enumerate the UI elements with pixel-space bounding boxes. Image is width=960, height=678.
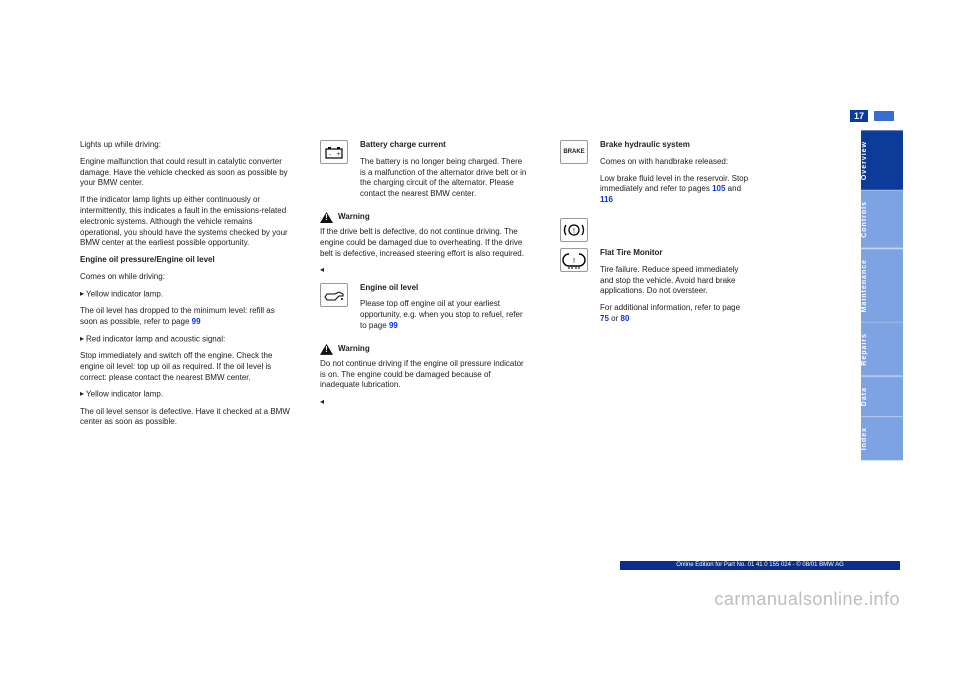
col2-p3: Please top off engine oil at your earlie… (360, 299, 530, 331)
col1-l1-text: Yellow indicator lamp. (86, 289, 163, 298)
content-columns: Lights up while driving: Engine malfunct… (80, 140, 750, 434)
page-number: 17 (850, 110, 868, 122)
col3-p1: Comes on with handbrake released: (600, 157, 750, 168)
col2-p2: If the drive belt is defective, do not c… (320, 227, 530, 259)
svg-text:+: + (337, 152, 341, 158)
tire-pressure-icon: ! (560, 248, 588, 272)
warning-label-1: Warning (320, 212, 530, 223)
col3-p2-text: Low brake fluid level in the reservoir. … (600, 174, 748, 194)
col2-h2: Engine oil level (360, 283, 530, 294)
col1-h1: Engine oil pressure/Engine oil level (80, 255, 290, 266)
col1-p5: The oil level has dropped to the minimum… (80, 306, 290, 328)
column-3: BRAKE Brake hydraulic system Comes on wi… (560, 140, 750, 434)
warning-text-1: Warning (338, 212, 370, 223)
col2-p1: The battery is no longer being charged. … (360, 157, 530, 200)
col1-l2: ▸Red indicator lamp and acoustic signal: (80, 334, 290, 345)
brake-text-icon: BRAKE (560, 140, 588, 164)
tab-index[interactable]: Index (861, 416, 903, 460)
page-link-75[interactable]: 75 (600, 314, 609, 323)
col1-l2-text: Red indicator lamp and acoustic signal: (86, 334, 225, 343)
oil-can-icon (320, 283, 348, 307)
page-link-80[interactable]: 80 (621, 314, 630, 323)
battery-row: -+ Battery charge current The battery is… (320, 140, 530, 206)
col1-p3: If the indicator lamp lights up either c… (80, 195, 290, 249)
warning-icon (320, 212, 333, 223)
col3-h2: Flat Tire Monitor (600, 248, 750, 259)
tab-maintenance[interactable]: Maintenance (861, 248, 903, 322)
page-link-99b[interactable]: 99 (389, 321, 398, 330)
tab-overview[interactable]: Overview (861, 130, 903, 190)
col1-p7: The oil level sensor is defective. Have … (80, 407, 290, 429)
page-header: 17 (850, 110, 894, 122)
page-link-116[interactable]: 116 (600, 195, 613, 204)
tab-controls[interactable]: Controls (861, 190, 903, 248)
svg-text:!: ! (573, 258, 575, 265)
col3-or: or (611, 314, 618, 323)
page-link-99a[interactable]: 99 (192, 317, 201, 326)
oil-row: Engine oil level Please top off engine o… (320, 283, 530, 338)
column-1: Lights up while driving: Engine malfunct… (80, 140, 290, 434)
brake-circle-row: ! (560, 218, 750, 242)
watermark: carmanualsonline.info (714, 589, 900, 610)
footer-bar: Online Edition for Part No. 01 41 0 155 … (620, 561, 900, 570)
tab-data[interactable]: Data (861, 376, 903, 416)
col1-p1: Lights up while driving: (80, 140, 290, 151)
svg-text:!: ! (573, 228, 575, 235)
col3-and: and (728, 184, 741, 193)
tire-row: ! Flat Tire Monitor Tire failure. Reduce… (560, 248, 750, 331)
col3-p2: Low brake fluid level in the reservoir. … (600, 174, 750, 206)
manual-page: 17 Overview Controls Maintenance Repairs… (0, 0, 960, 678)
battery-icon: -+ (320, 140, 348, 164)
page-link-105[interactable]: 105 (712, 184, 725, 193)
warning-text-2: Warning (338, 344, 370, 355)
col3-p3: Tire failure. Reduce speed immediately a… (600, 265, 750, 297)
column-2: -+ Battery charge current The battery is… (320, 140, 530, 434)
col2-p4: Do not continue driving if the engine oi… (320, 359, 530, 391)
col2-p4-end: ◂ (320, 397, 530, 408)
col3-h1: Brake hydraulic system (600, 140, 750, 151)
side-tabs: Overview Controls Maintenance Repairs Da… (861, 130, 903, 461)
tab-repairs[interactable]: Repairs (861, 322, 903, 376)
col1-p4: Comes on while driving: (80, 272, 290, 283)
col1-l1: ▸Yellow indicator lamp. (80, 289, 290, 300)
col2-h1: Battery charge current (360, 140, 530, 151)
brake-row: BRAKE Brake hydraulic system Comes on wi… (560, 140, 750, 212)
col3-p4-text: For additional information, refer to pag… (600, 303, 740, 312)
col1-p2: Engine malfunction that could result in … (80, 157, 290, 189)
col2-p2-end: ◂ (320, 265, 530, 276)
warning-label-2: Warning (320, 344, 530, 355)
col1-l3: ▸Yellow indicator lamp. (80, 389, 290, 400)
brake-circle-icon: ! (560, 218, 588, 242)
col2-p3-text: Please top off engine oil at your earlie… (360, 299, 523, 330)
col1-p6: Stop immediately and switch off the engi… (80, 351, 290, 383)
col1-l3-text: Yellow indicator lamp. (86, 390, 163, 399)
svg-text:-: - (329, 152, 331, 158)
col1-p5-text: The oil level has dropped to the minimum… (80, 306, 275, 326)
warning-icon-2 (320, 344, 333, 355)
page-stripe (874, 111, 894, 121)
col3-p4: For additional information, refer to pag… (600, 303, 750, 325)
